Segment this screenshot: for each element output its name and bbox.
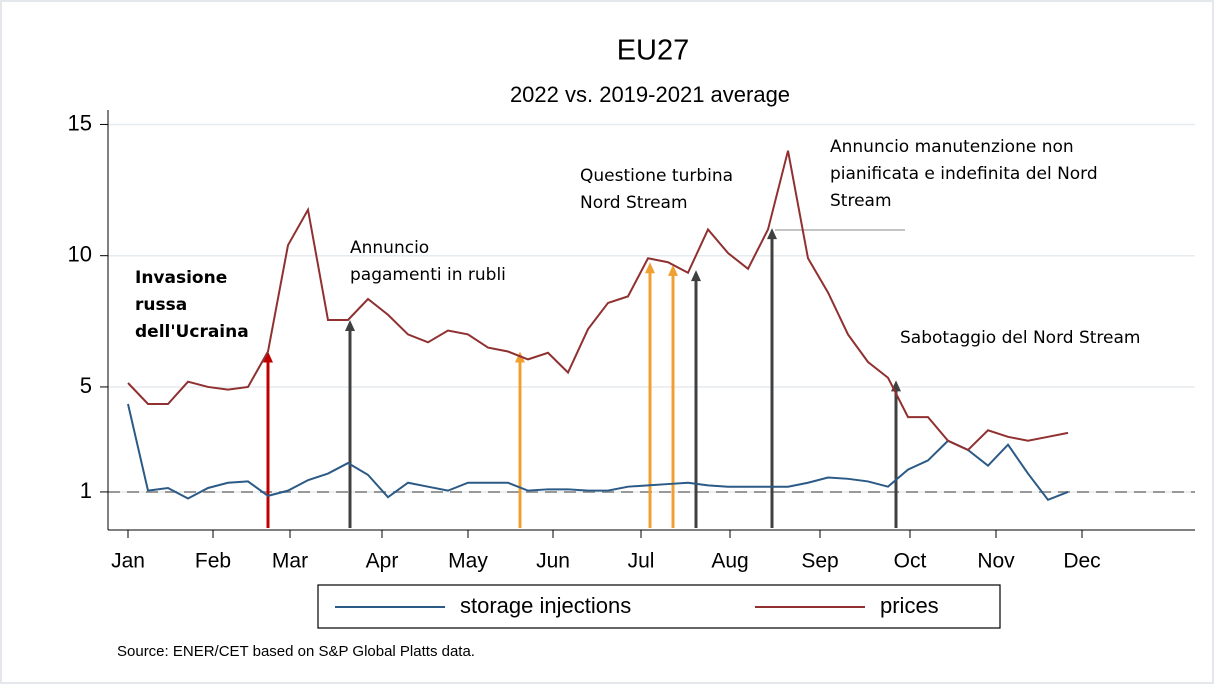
source-note: Source: ENER/CET based on S&P Global Pla… (117, 643, 475, 660)
annotation: Stream (830, 191, 892, 211)
event-arrow (345, 320, 355, 528)
annotation: Annuncio (350, 238, 429, 258)
y-tick-label: 15 (68, 110, 92, 135)
event-arrow (691, 270, 701, 528)
chart-title: EU27 (617, 35, 690, 67)
x-tick-label: Feb (195, 550, 231, 573)
series-line (127, 150, 1069, 452)
x-tick-label: Nov (977, 550, 1015, 573)
arrow-head (767, 228, 777, 240)
x-tick-label: Jul (628, 550, 655, 573)
x-tick-label: May (448, 550, 488, 573)
event-arrow (263, 351, 273, 528)
y-tick-label: 5 (80, 373, 92, 398)
chart-subtitle: 2022 vs. 2019-2021 average (510, 82, 790, 107)
x-tick-label: Jun (536, 550, 570, 573)
x-tick-label: Jan (111, 550, 145, 573)
x-tick-label: Apr (366, 550, 399, 573)
annotation: dell'Ucraina (135, 322, 249, 342)
x-tick-label: Aug (711, 550, 748, 573)
y-tick-label: 1 (80, 478, 92, 503)
arrow-head (668, 264, 678, 276)
arrow-head (263, 351, 273, 363)
annotation: pianificata e indefinita del Nord (830, 164, 1098, 184)
annotation: russa (135, 295, 187, 315)
annotation: Annuncio manutenzione non (830, 137, 1074, 157)
event-arrow (767, 228, 777, 528)
x-tick-label: Mar (272, 550, 308, 573)
x-tick-label: Oct (894, 550, 927, 573)
annotation: pagamenti in rubli (350, 265, 506, 285)
annotation: Sabotaggio del Nord Stream (900, 328, 1140, 348)
y-tick-label: 10 (68, 242, 92, 267)
x-tick-label: Dec (1063, 550, 1100, 573)
annotation: Nord Stream (580, 193, 688, 213)
x-tick-label: Sep (801, 550, 838, 573)
arrow-head (345, 320, 355, 331)
annotation: Questione turbina (580, 166, 733, 186)
series-line (127, 403, 1069, 502)
legend-label: prices (880, 593, 939, 618)
arrow-head (691, 270, 701, 282)
arrow-head (645, 262, 655, 274)
legend-label: storage injections (460, 593, 631, 618)
event-arrow (668, 264, 678, 528)
annotation: Invasione (135, 268, 227, 288)
